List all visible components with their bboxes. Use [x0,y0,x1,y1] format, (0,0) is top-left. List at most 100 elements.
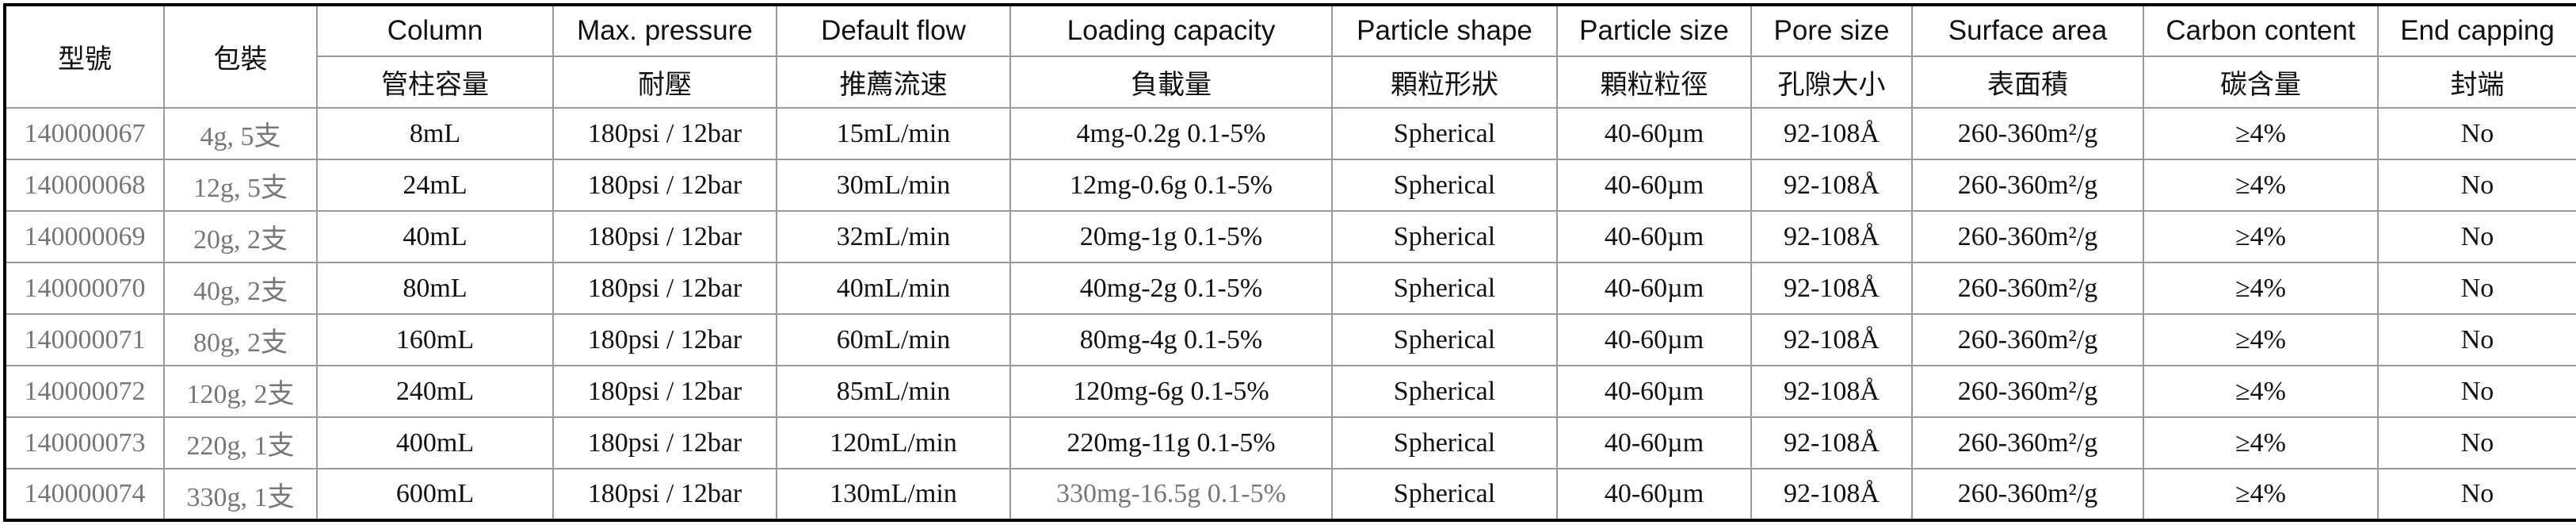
data-row: 140000070 40g, 2支 80mL 180psi / 12bar 40mL/m… [4,262,2576,315]
data-cell: 40mL [316,210,554,263]
header-cell: 顆粒形狀 [1331,56,1558,109]
data-row: 140000072 120g, 2支 240mL 180psi / 12bar 85mL… [4,365,2576,418]
data-cell: 140000069 [4,210,165,263]
data-cell: 330mg-16.5g 0.1-5% [1009,468,1333,521]
data-cell: 140000068 [4,159,165,212]
data-cell: 80g, 2支 [163,313,318,366]
data-cell: 15mL/min [776,107,1011,160]
data-cell: Spherical [1331,416,1558,469]
header-cell: 型號 [4,4,165,109]
data-row: 140000069 20g, 2支 40mL 180psi / 12bar 32mL/m… [4,210,2576,263]
header-cell: 顆粒粒徑 [1556,56,1752,109]
header-row: 型號 包裝 Column Max. pressure Default flow Loadi… [4,4,2576,109]
data-row: 140000074 330g, 1支 600mL 180psi / 12bar 130m… [4,468,2576,521]
data-cell: ≥4% [2143,159,2379,212]
header-cell: Pore size [1750,4,1913,57]
header-cell: 耐壓 [552,56,777,109]
header-cell: 封端 [2377,56,2576,109]
data-cell: 92-108Å [1750,468,1913,521]
data-cell: 92-108Å [1750,262,1913,315]
header-cell: 孔隙大小 [1750,56,1913,109]
data-cell: 260-360m²/g [1911,159,2144,212]
header-cell: Particle size [1556,4,1752,57]
data-cell: 80mg-4g 0.1-5% [1009,313,1333,366]
data-cell: Spherical [1331,210,1558,263]
data-cell: 4mg-0.2g 0.1-5% [1009,107,1333,160]
data-cell: 40-60µm [1556,159,1752,212]
data-cell: No [2377,210,2576,263]
data-cell: 180psi / 12bar [552,313,777,366]
data-cell: No [2377,365,2576,418]
data-cell: 40-60µm [1556,416,1752,469]
header-cell: 管柱容量 [316,56,554,109]
data-cell: 180psi / 12bar [552,262,777,315]
data-cell: Spherical [1331,313,1558,366]
data-cell: ≥4% [2143,107,2379,160]
data-cell: Spherical [1331,262,1558,315]
data-cell: ≥4% [2143,262,2379,315]
data-cell: No [2377,262,2576,315]
data-cell: 40-60µm [1556,468,1752,521]
data-cell: 40-60µm [1556,210,1752,263]
data-cell: 240mL [316,365,554,418]
data-cell: 120mL/min [776,416,1011,469]
data-row: 140000067 4g, 5支 8mL 180psi / 12bar 15mL/min… [4,107,2576,160]
header-cell: 碳含量 [2143,56,2379,109]
data-cell: 30mL/min [776,159,1011,212]
data-cell: 20g, 2支 [163,210,318,263]
data-cell: No [2377,159,2576,212]
data-cell: 140000070 [4,262,165,315]
data-cell: 130mL/min [776,468,1011,521]
data-cell: 92-108Å [1750,107,1913,160]
header-cell: Default flow [776,4,1011,57]
data-cell: 140000067 [4,107,165,160]
data-cell: ≥4% [2143,313,2379,366]
header-cell: Carbon content [2143,4,2379,57]
data-cell: 20mg-1g 0.1-5% [1009,210,1333,263]
data-cell: 92-108Å [1750,159,1913,212]
data-cell: ≥4% [2143,365,2379,418]
data-cell: 140000073 [4,416,165,469]
data-row: 140000071 80g, 2支 160mL 180psi / 12bar 60mL/… [4,313,2576,366]
data-cell: 260-360m²/g [1911,416,2144,469]
data-cell: 40-60µm [1556,365,1752,418]
header-cell: 推薦流速 [776,56,1011,109]
data-cell: Spherical [1331,365,1558,418]
data-cell: 120mg-6g 0.1-5% [1009,365,1333,418]
header-cell: Surface area [1911,4,2144,57]
data-cell: 160mL [316,313,554,366]
data-cell: 85mL/min [776,365,1011,418]
data-cell: No [2377,468,2576,521]
data-cell: 260-360m²/g [1911,468,2144,521]
data-cell: 60mL/min [776,313,1011,366]
data-cell: 40-60µm [1556,262,1752,315]
data-cell: No [2377,107,2576,160]
data-cell: 32mL/min [776,210,1011,263]
header-cell: Max. pressure [552,4,777,57]
header-cell: 表面積 [1911,56,2144,109]
data-cell: Spherical [1331,107,1558,160]
data-cell: ≥4% [2143,468,2379,521]
data-cell: 80mL [316,262,554,315]
data-cell: 12mg-0.6g 0.1-5% [1009,159,1333,212]
data-cell: ≥4% [2143,416,2379,469]
data-cell: 92-108Å [1750,416,1913,469]
data-cell: No [2377,416,2576,469]
data-cell: 40-60µm [1556,313,1752,366]
header-cell: Particle shape [1331,4,1558,57]
data-cell: No [2377,313,2576,366]
data-cell: 600mL [316,468,554,521]
data-cell: Spherical [1331,468,1558,521]
header-cell: 負載量 [1009,56,1333,109]
header-cell: 包裝 [163,4,318,109]
data-cell: Spherical [1331,159,1558,212]
data-cell: 260-360m²/g [1911,210,2144,263]
data-cell: 220mg-11g 0.1-5% [1009,416,1333,469]
data-cell: 330g, 1支 [163,468,318,521]
data-cell: 180psi / 12bar [552,468,777,521]
data-cell: 92-108Å [1750,365,1913,418]
data-cell: 140000074 [4,468,165,521]
data-cell: 180psi / 12bar [552,365,777,418]
data-cell: 40mL/min [776,262,1011,315]
